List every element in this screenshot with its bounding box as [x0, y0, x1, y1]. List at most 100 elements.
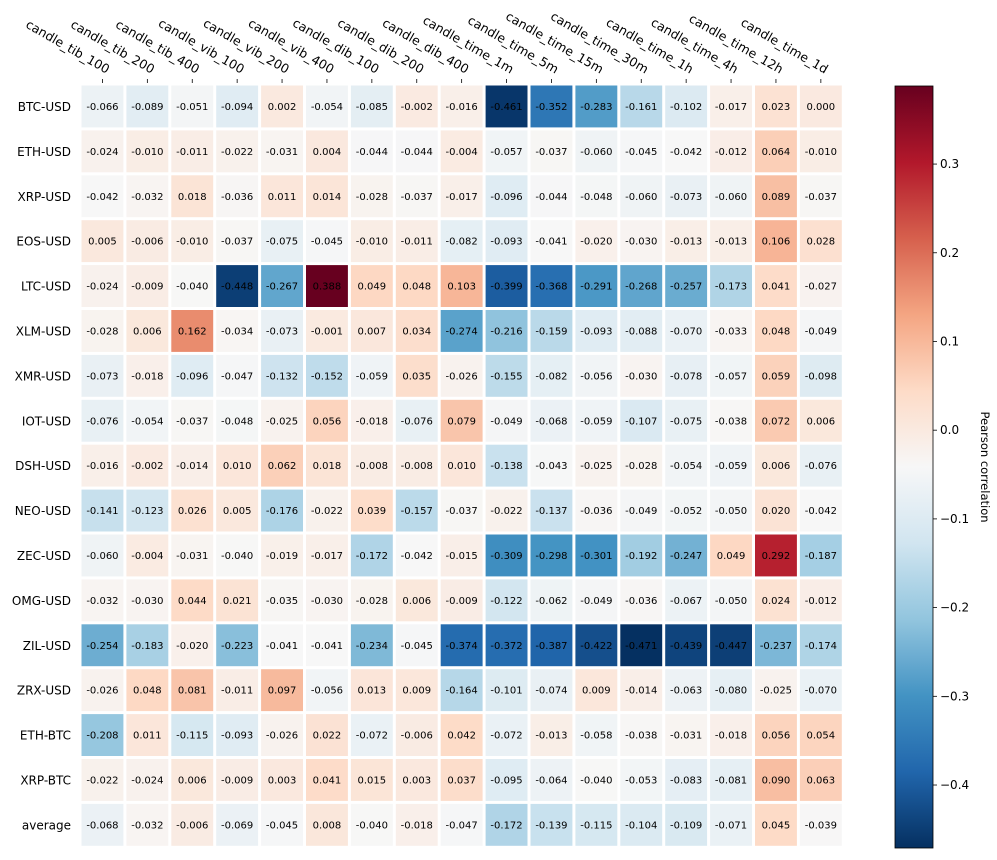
heatmap-cell [665, 444, 708, 487]
cell-value-label: -0.062 [535, 596, 567, 607]
cell-value-label: -0.309 [490, 551, 522, 562]
heatmap-cell [485, 534, 528, 577]
cell-value-label: -0.096 [490, 192, 522, 203]
cell-value-label: -0.014 [176, 461, 208, 472]
heatmap-cell [350, 714, 393, 756]
heatmap-cell [350, 399, 393, 442]
heatmap-cell [799, 354, 842, 397]
row-label: ZRX-USD [17, 684, 71, 698]
cell-value-label: -0.069 [221, 820, 253, 831]
heatmap-cell [171, 489, 214, 532]
heatmap-cell [620, 130, 663, 173]
heatmap-cell [261, 310, 303, 352]
cell-value-label: 0.106 [762, 237, 791, 248]
cell-value-label: -0.059 [580, 416, 612, 427]
cell-value-label: -0.155 [490, 371, 522, 382]
cell-value-label: -0.049 [625, 506, 657, 517]
cell-value-label: -0.054 [311, 102, 343, 113]
cell-value-label: -0.387 [535, 641, 567, 652]
colorbar-gradient [894, 85, 934, 849]
heatmap-cell [665, 714, 708, 756]
heatmap-cell [350, 534, 393, 577]
cell-value-label: -0.173 [715, 282, 747, 293]
heatmap-cell [755, 354, 797, 397]
cell-value-label: -0.028 [356, 192, 388, 203]
heatmap-cell [171, 714, 214, 756]
cell-value-label: -0.080 [715, 686, 747, 697]
cell-value-label: -0.032 [86, 596, 118, 607]
heatmap-cell [799, 803, 842, 846]
cell-value-label: -0.399 [490, 282, 522, 293]
heatmap-cell [350, 265, 393, 307]
heatmap-cell [799, 579, 842, 622]
heatmap-cell [306, 669, 348, 712]
heatmap-cell [395, 759, 438, 801]
heatmap-cell [395, 669, 438, 712]
heatmap-cell [216, 399, 259, 442]
heatmap-cell [710, 759, 752, 801]
cell-value-label: 0.056 [313, 416, 342, 427]
cell-value-label: -0.104 [625, 820, 657, 831]
cell-value-label: -0.045 [401, 641, 433, 652]
cell-value-label: -0.030 [311, 596, 343, 607]
heatmap-cell [530, 444, 573, 487]
heatmap-cell [665, 175, 708, 218]
cell-value-label: -0.004 [131, 551, 163, 562]
heatmap-cell [81, 534, 124, 577]
cell-value-label: -0.060 [625, 192, 657, 203]
cell-value-label: -0.176 [266, 506, 298, 517]
cell-value-label: -0.050 [715, 506, 747, 517]
cell-value-label: -0.066 [86, 102, 118, 113]
cell-value-label: 0.026 [178, 506, 207, 517]
cell-value-label: -0.045 [266, 820, 298, 831]
cell-value-label: -0.020 [580, 237, 612, 248]
heatmap-cell [216, 759, 259, 801]
cell-value-label: -0.041 [535, 237, 567, 248]
cell-value-label: -0.030 [625, 237, 657, 248]
cell-value-label: -0.030 [625, 371, 657, 382]
cell-value-label: -0.076 [401, 416, 433, 427]
heatmap-cell [306, 399, 348, 442]
heatmap-cell [665, 534, 708, 577]
heatmap-cell [575, 803, 618, 846]
cell-value-label: -0.036 [625, 596, 657, 607]
heatmap-cell [395, 399, 438, 442]
heatmap-cell [261, 534, 303, 577]
cell-value-label: 0.000 [807, 102, 836, 113]
heatmap-cell [350, 220, 393, 263]
heatmap-cell [171, 579, 214, 622]
heatmap-cell [306, 579, 348, 622]
cell-value-label: 0.048 [762, 326, 791, 337]
heatmap-cell [440, 624, 483, 667]
heatmap-cell [126, 85, 169, 128]
cell-value-label: -0.044 [356, 147, 388, 158]
heatmap-cell [261, 265, 303, 307]
cell-value-label: -0.032 [131, 192, 163, 203]
cell-value-label: -0.082 [535, 371, 567, 382]
heatmap-cell [126, 534, 169, 577]
cell-value-label: -0.043 [535, 461, 567, 472]
cell-value-label: -0.035 [266, 596, 298, 607]
cell-value-label: 0.044 [178, 596, 207, 607]
cell-value-label: -0.025 [760, 686, 792, 697]
heatmap-cell [710, 714, 752, 756]
heatmap-cell [710, 624, 752, 667]
heatmap-cell [171, 354, 214, 397]
cell-value-label: -0.006 [131, 237, 163, 248]
heatmap-cell [216, 85, 259, 128]
heatmap-cell [799, 489, 842, 532]
cell-value-label: -0.026 [86, 686, 118, 697]
heatmap-cell [126, 265, 169, 307]
heatmap-cell [440, 803, 483, 846]
heatmap-cell [261, 803, 303, 846]
cell-value-label: -0.053 [625, 775, 657, 786]
heatmap-cell [530, 579, 573, 622]
cell-value-label: -0.057 [715, 371, 747, 382]
cell-value-label: 0.041 [313, 775, 342, 786]
heatmap-cell [395, 624, 438, 667]
cell-value-label: -0.033 [715, 326, 747, 337]
heatmap-cell [665, 220, 708, 263]
cell-value-label: -0.172 [356, 551, 388, 562]
cell-value-label: -0.093 [580, 326, 612, 337]
cell-value-label: -0.032 [131, 820, 163, 831]
